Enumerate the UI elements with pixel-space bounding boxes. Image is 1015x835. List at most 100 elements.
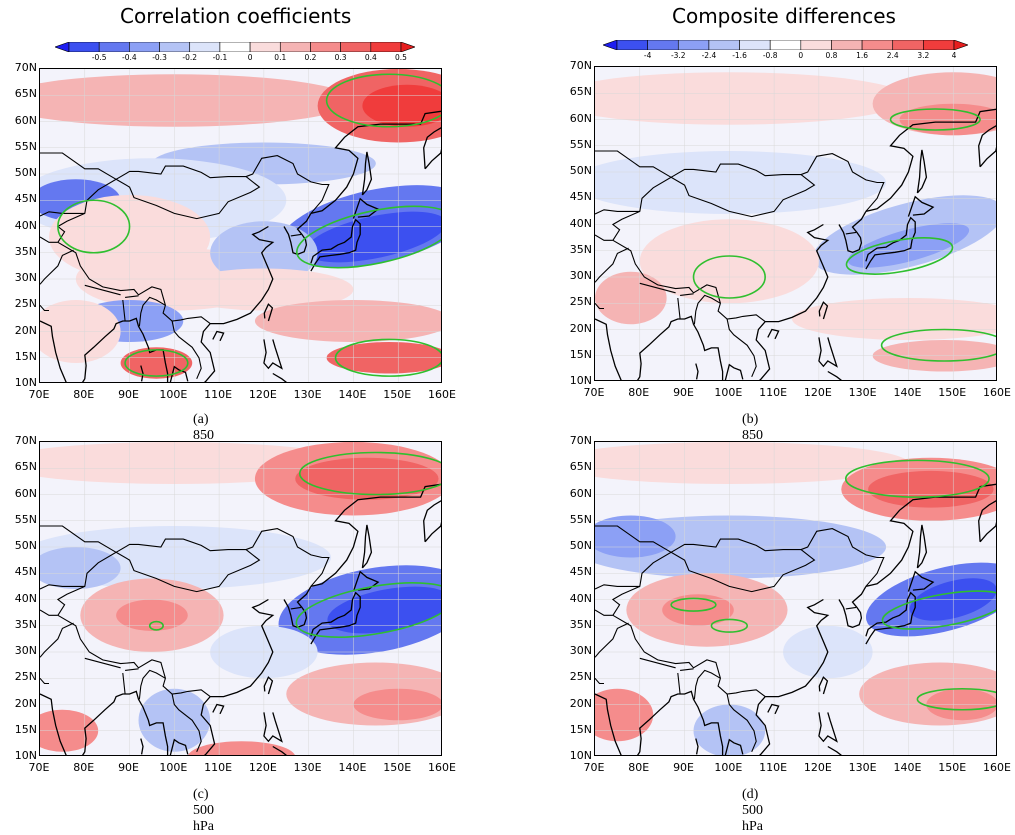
country-border — [125, 295, 139, 298]
significance-contour — [916, 687, 996, 711]
lon-tick-label: 140E — [338, 388, 367, 401]
lat-tick-label: 70N — [14, 434, 37, 447]
title-correlation: Correlation coefficients — [120, 4, 352, 28]
country-border — [677, 297, 681, 320]
coastline — [263, 339, 283, 370]
anomaly-region — [40, 547, 121, 589]
colorbar-box — [861, 40, 894, 50]
country-border — [56, 155, 330, 243]
significance-contour — [845, 237, 954, 275]
coastline — [310, 483, 441, 588]
country-border — [40, 525, 117, 553]
coastline — [695, 738, 699, 755]
lat-tick-label: 15N — [569, 722, 592, 736]
lat-tick-label: 10N — [14, 749, 37, 762]
lat-tick-label: 65N — [14, 87, 37, 101]
lon-tick-label: 100E — [159, 388, 188, 401]
colorbar-triangle-low — [55, 42, 70, 52]
country-border — [612, 239, 766, 323]
colorbar-tick-label: 0 — [247, 53, 253, 62]
country-border — [290, 233, 302, 237]
lat-tick-label: 50N — [14, 539, 37, 552]
lon-tick-label: 100E — [159, 761, 188, 774]
colorbar-box — [189, 42, 221, 52]
coastline — [865, 483, 996, 588]
country-border — [693, 294, 721, 325]
coastline — [755, 598, 830, 755]
country-border — [290, 606, 302, 610]
colorbar-tick-label: 0.5 — [395, 53, 407, 62]
colorbar-box — [340, 42, 372, 52]
country-border — [84, 657, 121, 669]
lon-tick-label: 70E — [583, 761, 605, 774]
significance-contour — [692, 255, 766, 299]
lon-tick-label: 70E — [583, 386, 605, 399]
lat-tick-label: 45N — [569, 190, 592, 204]
coastline — [724, 738, 744, 755]
title-composite: Composite differences — [672, 4, 896, 28]
lon-tick-label: 160E — [428, 388, 456, 401]
lat-tick-label: 20N — [569, 321, 592, 335]
country-border — [138, 296, 166, 327]
lat-tick-label: 65N — [569, 460, 592, 474]
country-border — [115, 165, 246, 180]
country-border — [693, 669, 721, 700]
country-border — [40, 622, 74, 658]
country-border — [40, 249, 74, 285]
lat-tick-label: 35N — [569, 617, 592, 631]
lon-tick-label: 90E — [118, 388, 140, 401]
lon-tick-label: 150E — [383, 761, 412, 774]
lat-tick-label: 15N — [569, 347, 592, 361]
significance-contour — [295, 582, 441, 638]
colorbar-box — [677, 40, 710, 50]
lat-tick-label: 50N — [14, 166, 37, 179]
country-border — [40, 609, 58, 616]
lat-tick-label: 40N — [14, 218, 37, 232]
anomaly-region — [595, 688, 654, 742]
lon-tick-label: 100E — [714, 761, 743, 774]
lat-tick-label: 45N — [14, 565, 37, 579]
anomaly-region — [595, 442, 909, 484]
colorbar-box — [800, 40, 832, 50]
lat-tick-label: 25N — [14, 670, 37, 684]
colorbar-box — [98, 42, 130, 52]
colorbar-box — [370, 42, 402, 52]
country-border — [40, 236, 58, 243]
lat-tick-label: 30N — [569, 644, 592, 657]
colorbar-tick-label: 0.4 — [364, 53, 377, 62]
coastline — [755, 223, 830, 380]
colorbar-tick-label: -2.4 — [701, 51, 717, 60]
coastline — [40, 690, 169, 755]
lat-tick-label: 10N — [569, 374, 592, 387]
colorbar-box — [647, 40, 679, 50]
coastline — [272, 745, 287, 755]
colorbar-tick-label: 0.3 — [334, 53, 347, 62]
map-b-canvas — [595, 67, 996, 380]
lat-tick-label: 40N — [569, 591, 592, 605]
lat-tick-label: 40N — [14, 591, 37, 605]
lat-tick-label: 55N — [14, 512, 37, 526]
anomaly-region — [595, 72, 909, 125]
anomaly-region — [295, 457, 439, 500]
colorbar-box — [892, 40, 924, 50]
colorbar-box — [129, 42, 160, 52]
lon-tick-label: 130E — [293, 761, 322, 774]
coastline — [818, 337, 838, 368]
country-border — [595, 609, 613, 616]
colorbar-box — [708, 40, 740, 50]
colorbar-box — [831, 40, 863, 50]
lat-tick-label: 70N — [569, 434, 592, 447]
map-c-canvas — [40, 442, 441, 755]
caption-c: (c) 500 hPa — [193, 787, 214, 834]
colorbar-tick-label: 3.2 — [917, 51, 930, 60]
lon-tick-label: 110E — [204, 388, 233, 401]
country-border — [40, 584, 85, 590]
country-border — [595, 677, 604, 685]
country-border — [595, 150, 672, 178]
lon-tick-label: 90E — [118, 761, 140, 774]
colorbar-tick-label: 1.6 — [856, 51, 869, 60]
lat-tick-label: 45N — [569, 565, 592, 579]
anomaly-region — [662, 594, 734, 626]
lon-tick-label: 130E — [293, 388, 322, 401]
country-border — [138, 669, 166, 700]
